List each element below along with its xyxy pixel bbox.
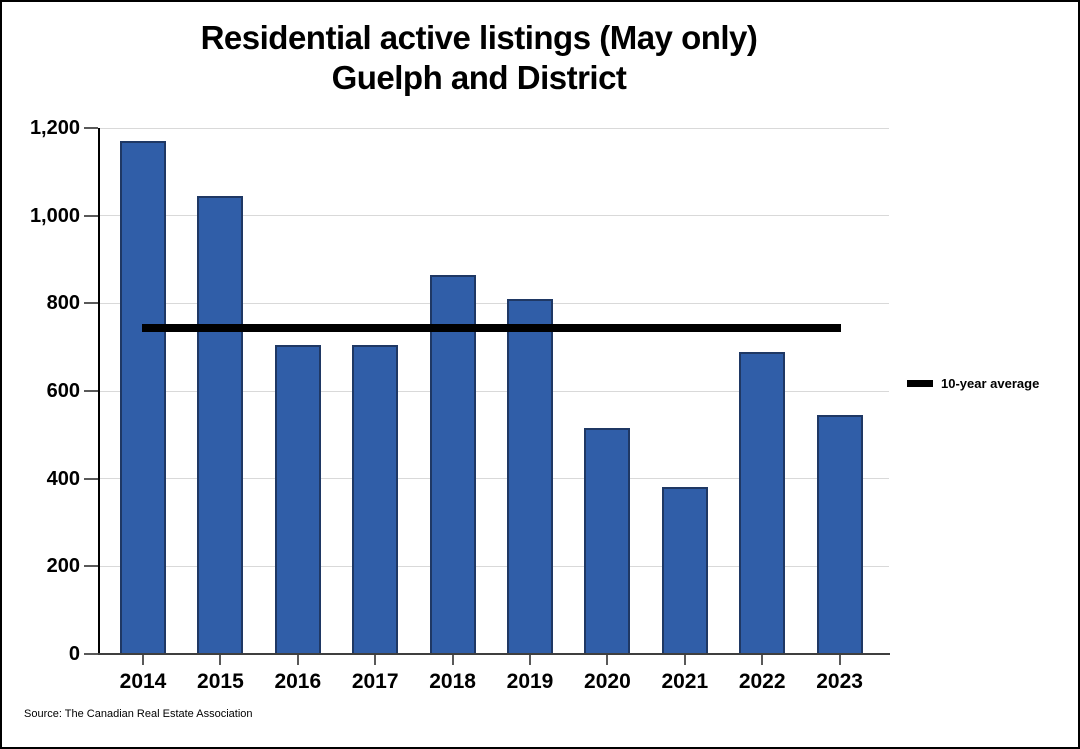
ten-year-average-line (142, 324, 841, 333)
x-tick-label-2023: 2023 (816, 670, 863, 693)
bar-2014 (120, 141, 166, 654)
x-tick-label-2019: 2019 (506, 670, 554, 693)
x-tick (606, 655, 609, 665)
y-tick-label: 1,200 (29, 117, 80, 139)
x-tick (142, 655, 144, 665)
x-tick-label-2014: 2014 (119, 670, 167, 693)
gridline (98, 565, 889, 567)
x-tick (683, 655, 686, 665)
gridline (98, 215, 889, 217)
gridline (98, 127, 889, 129)
y-tick (84, 477, 98, 480)
bar-2016 (274, 344, 321, 654)
gridline (98, 302, 889, 304)
x-tick-label-2020: 2020 (584, 670, 631, 693)
y-tick (84, 390, 98, 392)
x-tick-label-2017: 2017 (351, 670, 399, 693)
bar-2021 (661, 487, 708, 654)
x-tick (219, 655, 222, 665)
x-tick (529, 655, 531, 665)
bar-2019 (507, 298, 553, 654)
x-tick (761, 655, 764, 665)
bar-2018 (429, 274, 476, 654)
y-tick-label: 600 (46, 380, 80, 402)
y-tick (84, 653, 98, 655)
bar-2015 (197, 195, 244, 654)
y-tick-label: 200 (46, 555, 80, 578)
gridline (98, 390, 889, 392)
gridline (98, 478, 889, 480)
bar-2023 (816, 415, 863, 654)
x-tick (374, 655, 377, 665)
y-tick-label: 400 (46, 467, 80, 490)
x-tick-label-2015: 2015 (197, 670, 244, 693)
x-tick (838, 655, 841, 665)
x-tick-label-2016: 2016 (274, 670, 322, 693)
source-note: Source: The Canadian Real Estate Associa… (24, 708, 253, 720)
chart-title: Residential active listings (May only) G… (2, 18, 956, 98)
x-tick (296, 655, 299, 665)
chart-title-line2: Guelph and District (331, 59, 627, 96)
bar-2020 (584, 428, 631, 654)
y-tick (84, 565, 98, 568)
y-tick-label: 0 (68, 643, 80, 665)
bar-2017 (352, 344, 399, 654)
average-line-swatch-icon (907, 380, 933, 387)
y-tick-label: 1,000 (29, 204, 80, 227)
y-axis-line (98, 128, 100, 655)
legend: 10-year average (907, 376, 1039, 391)
y-tick-label: 800 (46, 292, 80, 315)
x-tick-label-2021: 2021 (661, 670, 709, 693)
x-tick-label-2022: 2022 (738, 670, 786, 693)
y-tick (84, 302, 98, 305)
x-axis-line (98, 653, 890, 655)
y-tick (84, 214, 98, 217)
plot-area (98, 127, 889, 654)
y-tick (84, 127, 98, 129)
bar-2022 (739, 351, 786, 654)
chart-title-line1: Residential active listings (May only) (200, 19, 758, 56)
x-tick (451, 655, 454, 665)
legend-label: 10-year average (941, 376, 1040, 391)
x-tick-label-2018: 2018 (429, 670, 476, 693)
